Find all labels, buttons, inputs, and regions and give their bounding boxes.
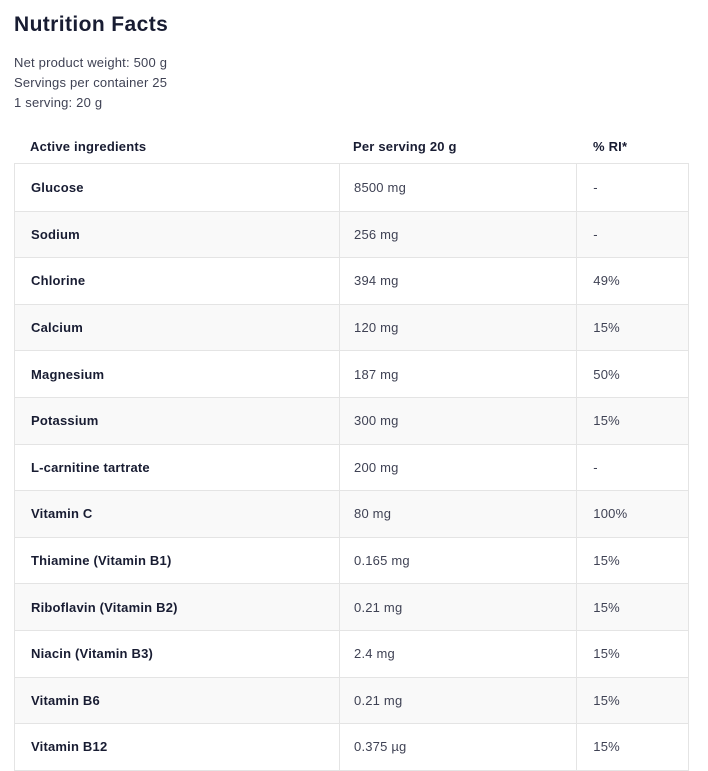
ri-percent-cell: 15% xyxy=(576,724,688,770)
table-row: Vitamin B12 0.375 µg 15% xyxy=(15,723,688,770)
ingredients-table: Glucose 8500 mg - Sodium 256 mg - Chlorine 394 … xyxy=(14,163,689,771)
per-serving-value-cell: 394 mg xyxy=(339,258,576,304)
ingredient-name-cell: Vitamin C xyxy=(31,506,93,522)
ri-percent-cell: 15% xyxy=(576,397,688,444)
ri-percent-cell: - xyxy=(576,444,688,491)
ri-percent-cell: 49% xyxy=(576,258,688,304)
ingredient-name-cell: Vitamin B6 xyxy=(31,692,100,708)
table-row: Riboflavin (Vitamin B2) 0.21 mg 15% xyxy=(15,583,688,630)
per-serving-value-cell: 187 mg xyxy=(339,351,576,397)
ri-percent-cell: 15% xyxy=(576,677,688,724)
per-serving-value-cell: 2.4 mg xyxy=(339,630,576,677)
serving-size-text: 1 serving: 20 g xyxy=(14,95,103,110)
ingredient-name-cell: Riboflavin (Vitamin B2) xyxy=(31,599,178,615)
ingredient-name-cell: Glucose xyxy=(31,179,84,195)
ri-percent-cell: 50% xyxy=(576,351,688,397)
ingredient-name-cell: Niacin (Vitamin B3) xyxy=(31,646,154,662)
ingredient-name-cell: Vitamin B12 xyxy=(31,739,108,755)
ri-percent-cell: - xyxy=(576,211,688,258)
ingredient-name-cell: Chlorine xyxy=(31,273,86,289)
per-serving-value-cell: 256 mg xyxy=(339,211,576,258)
page-title: Nutrition Facts xyxy=(14,13,169,36)
table-row: Vitamin B6 0.21 mg 15% xyxy=(15,676,688,724)
table-row: Thiamine (Vitamin B1) 0.165 mg 15% xyxy=(15,536,688,584)
table-row: Sodium 256 mg - xyxy=(15,210,688,258)
table-row: Potassium 300 mg 15% xyxy=(15,396,688,444)
ri-percent-cell: - xyxy=(576,164,688,211)
ri-percent-cell: 15% xyxy=(576,304,688,351)
per-serving-value-cell: 200 mg xyxy=(339,444,576,491)
ri-percent-cell: 15% xyxy=(576,537,688,584)
ri-percent-cell: 15% xyxy=(576,584,688,630)
ingredient-name-cell: Thiamine (Vitamin B1) xyxy=(31,553,172,569)
table-row: Vitamin C 80 mg 100% xyxy=(15,490,688,537)
ri-percent-cell: 100% xyxy=(576,491,688,537)
per-serving-value-cell: 0.21 mg xyxy=(339,677,576,724)
ingredient-name-cell: Magnesium xyxy=(31,366,105,382)
servings-per-container-text: Servings per container 25 xyxy=(14,75,168,90)
product-meta: Net product weight: 500 g Servings per c… xyxy=(14,53,689,113)
ingredient-name-cell: Potassium xyxy=(31,413,99,429)
per-serving-value-cell: 0.21 mg xyxy=(339,584,576,630)
column-header-ri: % RI* xyxy=(593,139,628,154)
table-row: L-carnitine tartrate 200 mg - xyxy=(15,443,688,491)
per-serving-value-cell: 120 mg xyxy=(339,304,576,351)
per-serving-value-cell: 80 mg xyxy=(339,491,576,537)
table-row: Chlorine 394 mg 49% xyxy=(15,257,688,304)
table-row: Magnesium 187 mg 50% xyxy=(15,350,688,397)
table-row: Niacin (Vitamin B3) 2.4 mg 15% xyxy=(15,629,688,677)
ingredient-name-cell: Sodium xyxy=(31,226,80,242)
per-serving-value-cell: 8500 mg xyxy=(339,164,576,211)
column-header-active-ingredients: Active ingredients xyxy=(30,139,147,154)
ingredient-name-cell: L-carnitine tartrate xyxy=(31,459,150,475)
per-serving-value-cell: 0.375 µg xyxy=(339,724,576,770)
ri-percent-cell: 15% xyxy=(576,630,688,677)
table-row: Glucose 8500 mg - xyxy=(15,164,688,211)
ingredient-name-cell: Calcium xyxy=(31,320,83,336)
table-row: Calcium 120 mg 15% xyxy=(15,303,688,351)
table-header-row: Active ingredients Per serving 20 g % RI… xyxy=(14,130,689,163)
per-serving-value-cell: 0.165 mg xyxy=(339,537,576,584)
column-header-per-serving: Per serving 20 g xyxy=(353,139,457,154)
net-product-weight-text: Net product weight: 500 g xyxy=(14,55,168,70)
nutrition-facts-panel: Nutrition Facts Net product weight: 500 … xyxy=(14,13,689,771)
per-serving-value-cell: 300 mg xyxy=(339,397,576,444)
